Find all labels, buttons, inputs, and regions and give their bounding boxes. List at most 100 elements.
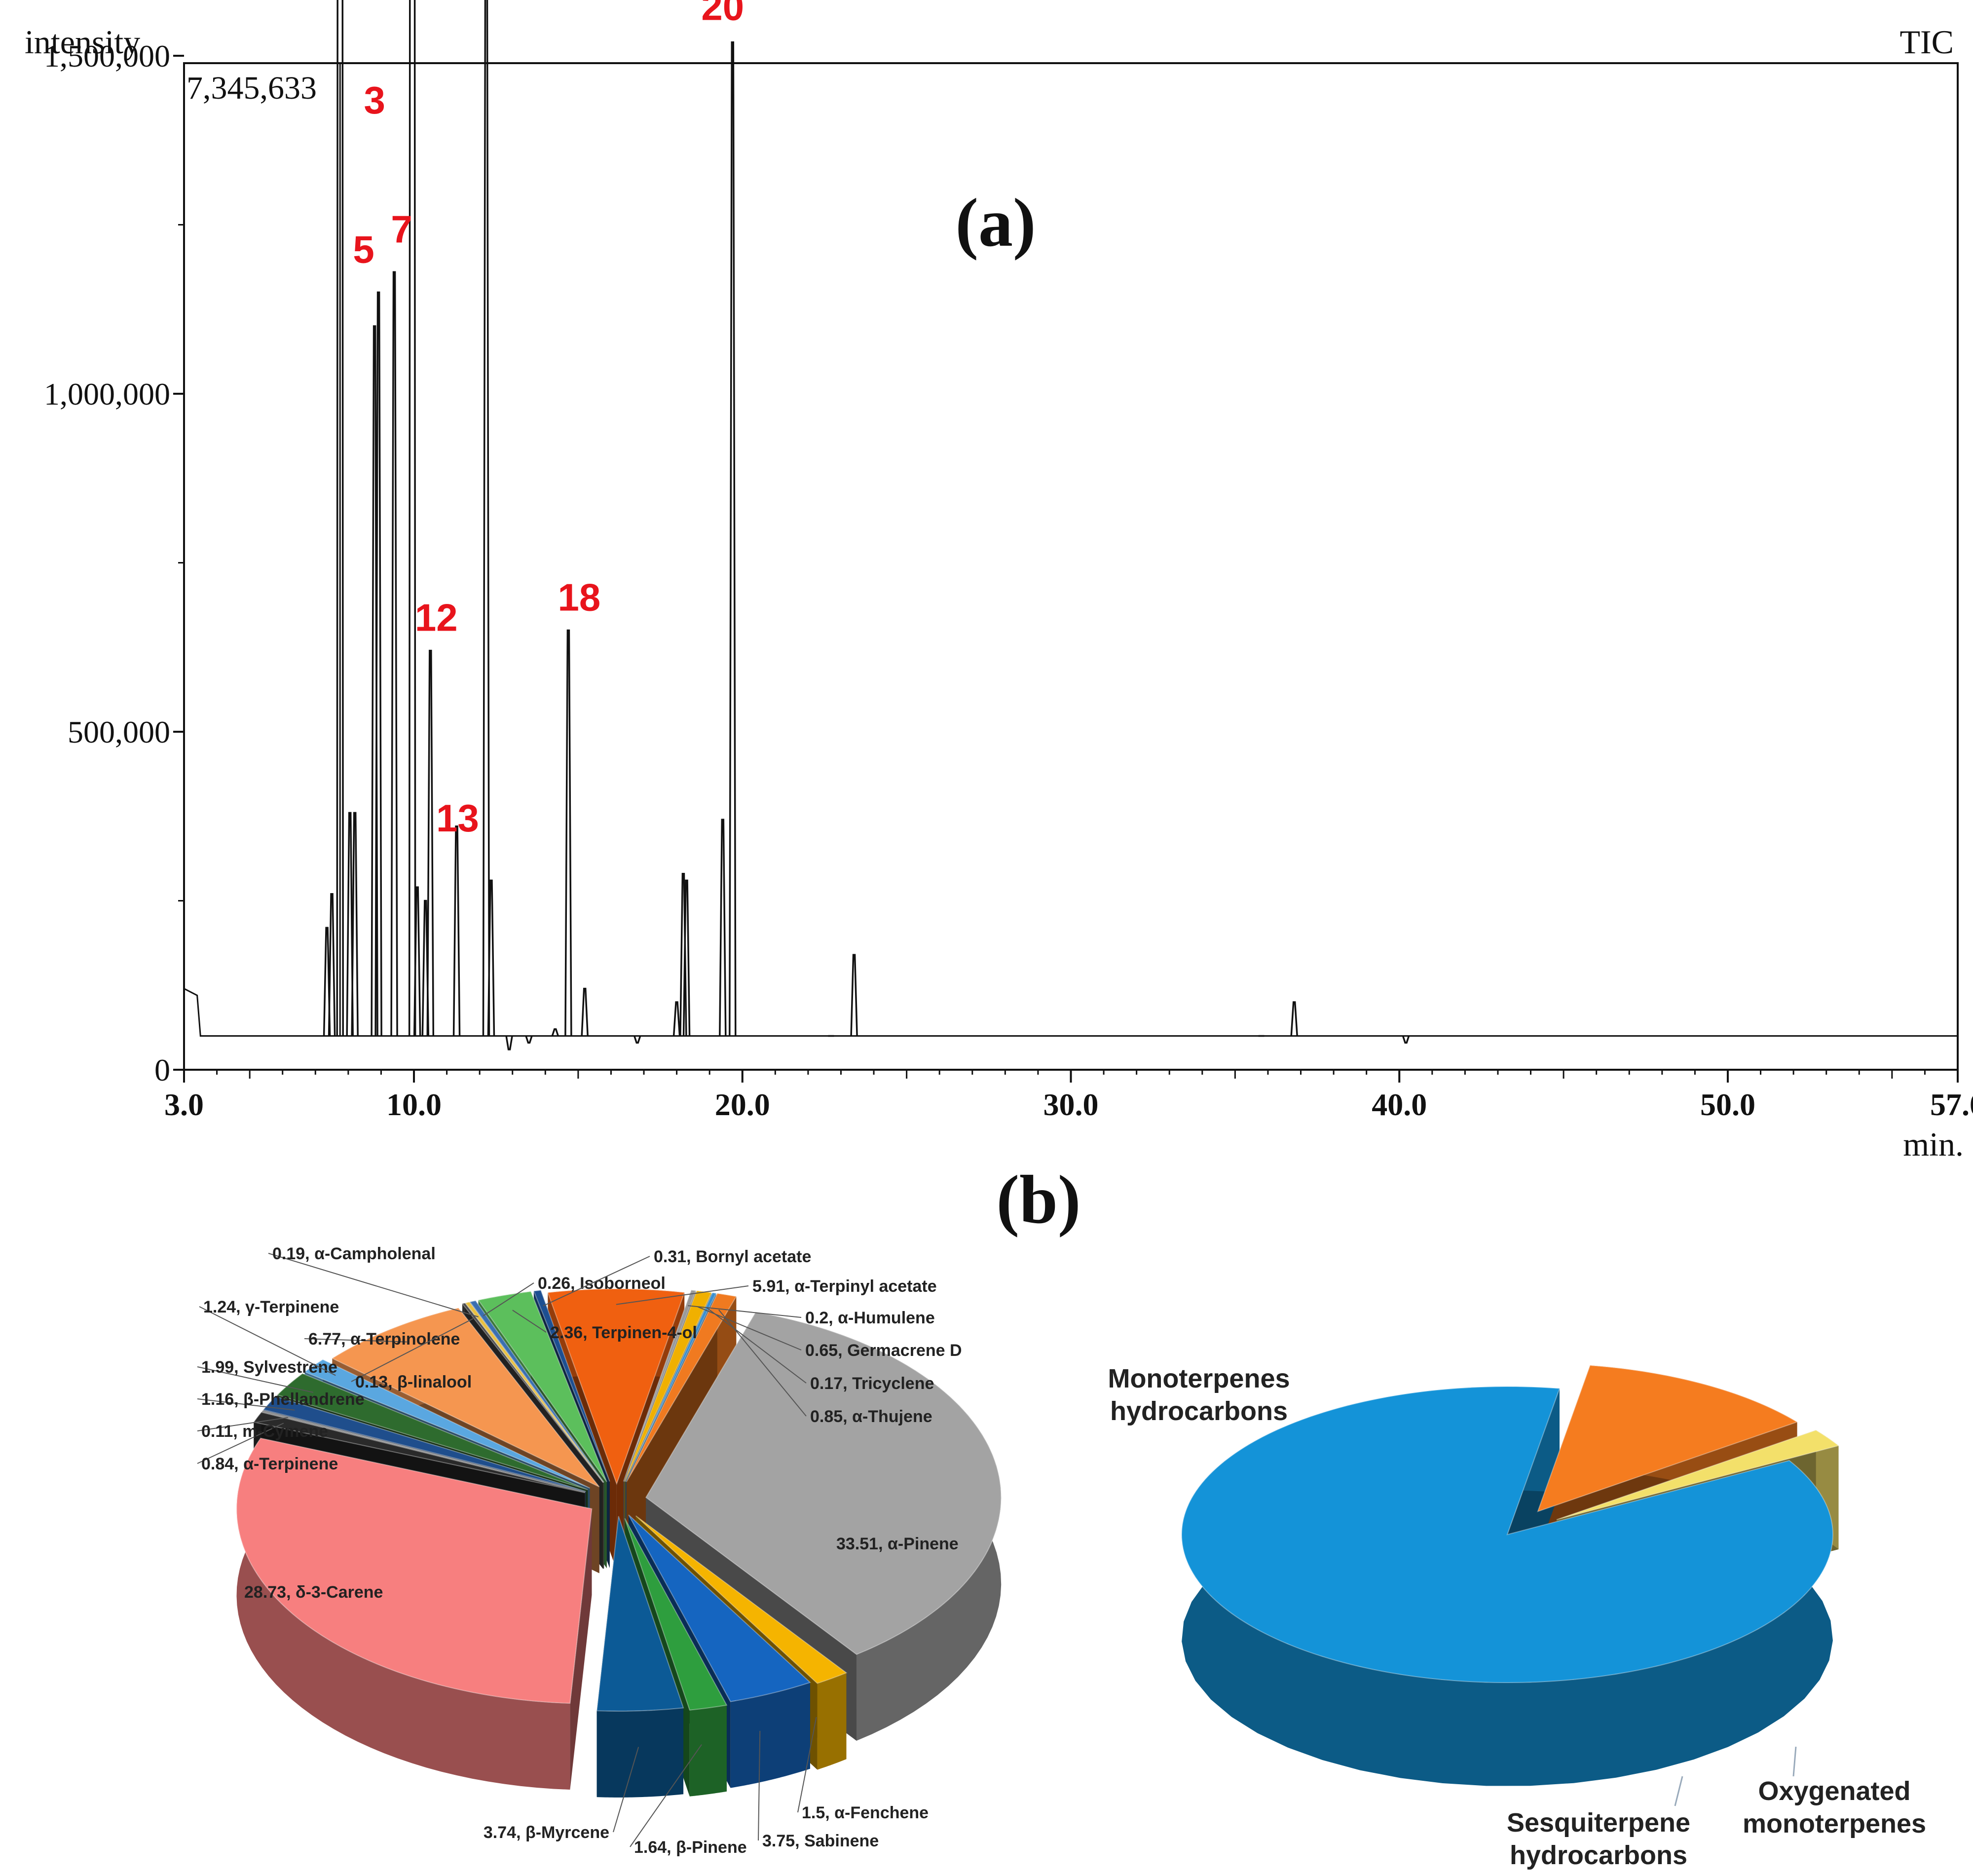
x-axis-title: min. (1903, 1126, 1964, 1163)
pie-slice-label: 0.13, β-linalool (355, 1373, 472, 1391)
pie-leader-line (1674, 1776, 1683, 1806)
pie-slice (645, 1311, 1002, 1655)
pie-slice-label: 1.16, β-Phellandrene (201, 1390, 365, 1409)
pie-slice (261, 1410, 586, 1493)
pie-slice (624, 1518, 728, 1711)
class-pie-label: Sesquiterpene hydrocarbons (1507, 1808, 1690, 1870)
y-axis-title: intensity (25, 23, 140, 61)
peak-label: 13 (436, 796, 479, 840)
pie-leader-line (688, 1305, 802, 1318)
pie-slice (635, 1515, 848, 1684)
x-tick-label: 57.0 (1930, 1087, 1973, 1122)
pie-slice (1537, 1365, 1798, 1512)
baseline-trace (184, 988, 1958, 1037)
chromatogram-peak (408, 0, 416, 1036)
peak-labels: 35781213141820 (353, 0, 744, 840)
pie-leader-line (616, 1285, 749, 1305)
chromatogram-peak (413, 886, 421, 1036)
pie-leader-line (304, 1338, 407, 1343)
pie-slice-label: 5.91, α-Terpinyl acetate (752, 1277, 937, 1296)
x-tick-label: 30.0 (1043, 1087, 1099, 1122)
pie-slice-label: 0.26, Isoborneol (538, 1274, 666, 1293)
chromatogram-peak (482, 0, 490, 1036)
pie-slice (547, 1288, 685, 1486)
pie-slice-label: 0.31, Bornyl acetate (654, 1247, 811, 1266)
chromatogram-peak (551, 1028, 559, 1037)
pie-slice-side (817, 1673, 847, 1770)
pie-slice (276, 1373, 588, 1491)
pie-slice-label: 1.99, Sylvestrene (201, 1358, 337, 1377)
pie-leader-line (483, 1282, 534, 1316)
pie-slice-label: 3.75, Sabinene (762, 1832, 879, 1850)
pie-leader-line (268, 1253, 479, 1317)
y-axis-ticks: 0500,0001,000,0001,500,0002,000,0002,500… (44, 38, 184, 1088)
chromatogram-peak (426, 649, 435, 1036)
pie-leader-line (197, 1423, 284, 1464)
pie-slice (464, 1301, 604, 1483)
pie-slice (303, 1359, 590, 1489)
pie-slice (262, 1396, 586, 1492)
pie-leader-line (543, 1256, 650, 1307)
chromatogram-peak (1402, 1035, 1410, 1044)
peak-label: 3 (364, 78, 385, 122)
pie-slice-label: 0.65, Germacrene D (805, 1341, 962, 1360)
pie-leader-line (707, 1308, 807, 1384)
chromatogram-peak (719, 819, 727, 1036)
pie-leader-line (512, 1310, 547, 1333)
chromatogram-peak (525, 1035, 533, 1044)
pie-leader-line (758, 1730, 761, 1841)
x-tick-label: 40.0 (1372, 1087, 1427, 1122)
compound-pie-labels: 33.51, α-Pinene 1.5, α-Fenchene 3.75, Sabi… (197, 1244, 962, 1857)
x-tick-label: 50.0 (1700, 1087, 1755, 1122)
chromatogram-peak (581, 987, 589, 1036)
panel-b-label: (b) (996, 1162, 1080, 1238)
chromatogram-peak (452, 825, 461, 1036)
pie-slice (461, 1302, 604, 1483)
pie-slice-side (730, 1682, 810, 1788)
pie-slice-label: 0.19, α-Campholenal (272, 1244, 436, 1263)
chromatogram-trace (184, 0, 1958, 1051)
pie-leader-line (718, 1309, 807, 1417)
pie-slice (596, 1516, 684, 1712)
pie-slice (628, 1514, 811, 1702)
pie-slice-label: 0.84, α-Terpinene (201, 1455, 338, 1473)
pie-slice (626, 1293, 737, 1482)
pie-slice (469, 1300, 604, 1483)
chromatogram-peak (850, 954, 858, 1036)
pie-slice (253, 1411, 585, 1494)
pie-slice-side (596, 1708, 684, 1798)
pie-slice-side (236, 1438, 570, 1790)
x-axis-ticks: 3.0 10.0 20.0 30.0 40.0 50.0 57.0 (164, 1070, 1973, 1122)
pie-slice-label: 28.73, δ-3-Carene (244, 1583, 383, 1602)
chromatogram-peak (374, 291, 382, 1036)
max-intensity-annotation: 7,345,633 (186, 70, 317, 106)
chromatogram-peak (390, 271, 398, 1036)
chromatogram-peak (323, 927, 331, 1036)
pie-slice-label: 33.51, α-Pinene (836, 1535, 959, 1553)
pie-leader-line (197, 1417, 289, 1431)
pie-slice-label: 3.74, β-Myrcene (484, 1823, 609, 1842)
pie-slice (623, 1289, 697, 1482)
class-pie-label: Monoterpenes hydrocarbons (1108, 1364, 1290, 1426)
pie-slice-label: 1.5, α-Fenchene (802, 1803, 929, 1822)
y-tick-label: 500,000 (68, 714, 170, 750)
plot-frame (183, 62, 1959, 1071)
panel-a-label: (a) (955, 185, 1036, 261)
pie-slice-label: 0.11, m-Cymene (201, 1422, 328, 1441)
y-tick-label: 0 (154, 1052, 170, 1088)
chromatogram-peak (487, 879, 495, 1036)
pie-leader-line (1792, 1746, 1797, 1777)
pie-leader-line (613, 1747, 639, 1833)
chromatogram-peak (672, 1001, 681, 1036)
chromatogram-peak (682, 879, 691, 1036)
pie-slice (1556, 1429, 1840, 1520)
chart-title: TIC (1899, 23, 1954, 61)
pie-leader-line (197, 1366, 314, 1393)
chromatogram-peak (633, 1035, 641, 1044)
y-tick-label: 1,000,000 (44, 376, 170, 412)
compound-pie-chart (236, 1288, 1002, 1798)
pie-leader-line (351, 1317, 475, 1382)
chromatogram-chart: intensity TIC min. (a) 0 500,000 1,000,000… (25, 0, 1973, 1163)
x-tick-label: 3.0 (164, 1087, 204, 1122)
